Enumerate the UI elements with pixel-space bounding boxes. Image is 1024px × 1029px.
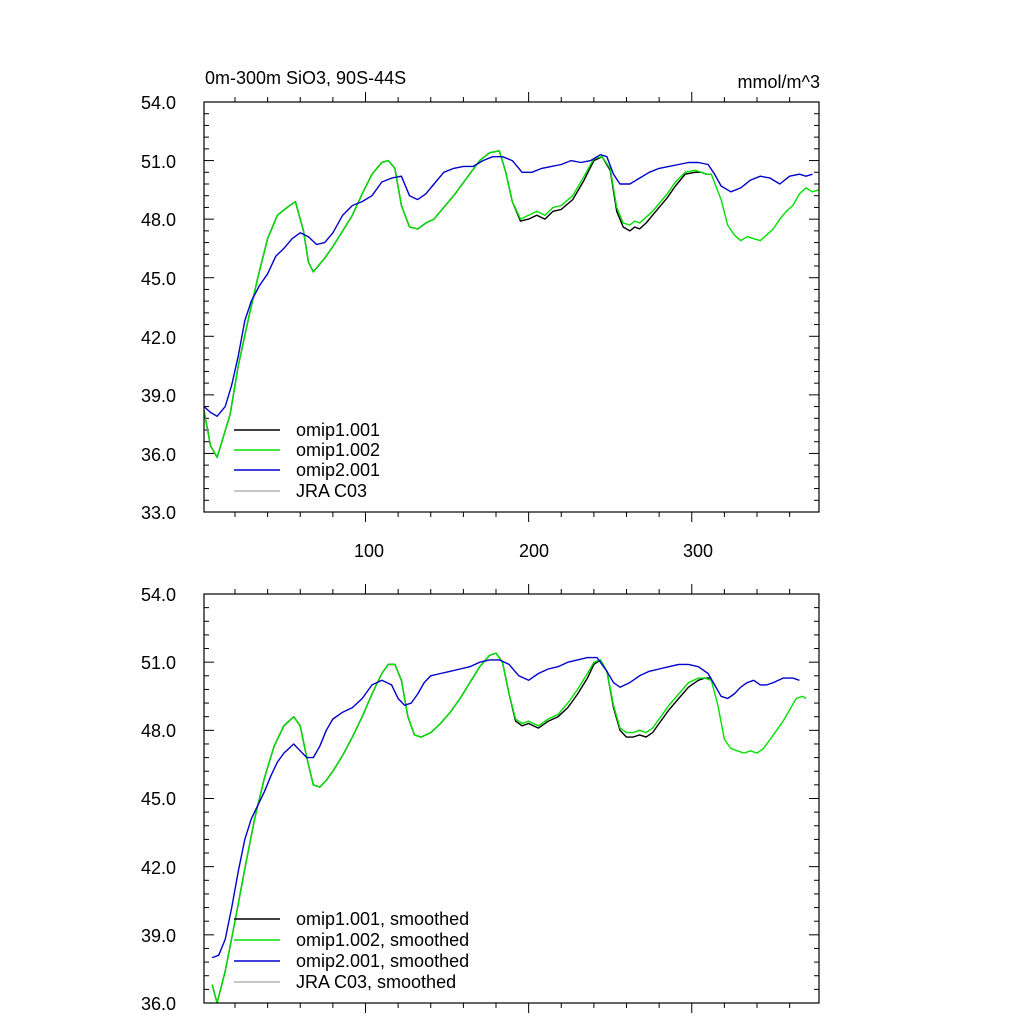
top-y-tick-label: 42.0 xyxy=(141,328,176,348)
legend-label-omip1-002-smoothed: omip1.002, smoothed xyxy=(296,930,469,950)
top-panel-ticks xyxy=(204,92,819,522)
top-panel-y-tick-labels: 54.0 51.0 48.0 45.0 42.0 39.0 36.0 33.0 xyxy=(141,93,176,523)
top-x-tick-label: 300 xyxy=(683,541,713,561)
bottom-y-tick-label: 51.0 xyxy=(141,653,176,673)
bottom-panel-ticks xyxy=(204,584,819,1013)
top-y-tick-label: 39.0 xyxy=(141,386,176,406)
top-y-tick-label: 48.0 xyxy=(141,210,176,230)
bottom-y-tick-label: 39.0 xyxy=(141,926,176,946)
legend-label-omip2-001-smoothed: omip2.001, smoothed xyxy=(296,951,469,971)
top-panel-title: 0m-300m SiO3, 90S-44S xyxy=(205,68,406,88)
series-line-omip1-002-smoothed xyxy=(211,652,807,1004)
top-panel: 0m-300m SiO3, 90S-44S mmol/m^3 54.0 51.0… xyxy=(141,68,820,561)
legend-label-omip2-001: omip2.001 xyxy=(296,460,380,480)
bottom-y-tick-label: 45.0 xyxy=(141,789,176,809)
top-panel-series xyxy=(203,150,820,458)
series-line-omip2-001-smoothed xyxy=(211,656,800,959)
top-panel-x-tick-labels: 100 200 300 xyxy=(354,541,713,561)
top-x-tick-label: 200 xyxy=(519,541,549,561)
legend-label-jra-c03: JRA C03 xyxy=(296,481,367,501)
series-line-omip1-001 xyxy=(203,150,712,458)
top-panel-frame xyxy=(203,101,820,513)
top-y-tick-label: 51.0 xyxy=(141,152,176,172)
bottom-panel-frame xyxy=(203,593,820,1004)
bottom-y-tick-label: 54.0 xyxy=(141,585,176,605)
bottom-panel-series xyxy=(211,652,807,1004)
bottom-y-tick-label: 42.0 xyxy=(141,858,176,878)
bottom-y-tick-label: 48.0 xyxy=(141,721,176,741)
top-y-tick-label: 45.0 xyxy=(141,269,176,289)
top-panel-legend: omip1.001 omip1.002 omip2.001 JRA C03 xyxy=(234,420,380,501)
top-y-tick-label: 54.0 xyxy=(141,93,176,113)
bottom-panel: 54.0 51.0 48.0 45.0 42.0 39.0 36.0 omip1… xyxy=(141,584,820,1014)
bottom-y-tick-label: 36.0 xyxy=(141,994,176,1014)
top-y-tick-label: 33.0 xyxy=(141,503,176,523)
legend-label-omip1-001: omip1.001 xyxy=(296,420,380,440)
top-y-tick-label: 36.0 xyxy=(141,445,176,465)
bottom-panel-y-tick-labels: 54.0 51.0 48.0 45.0 42.0 39.0 36.0 xyxy=(141,585,176,1014)
bottom-panel-legend: omip1.001, smoothed omip1.002, smoothed … xyxy=(234,909,469,992)
top-panel-units: mmol/m^3 xyxy=(738,72,820,92)
legend-label-jra-c03-smoothed: JRA C03, smoothed xyxy=(296,972,456,992)
series-line-omip1-002 xyxy=(203,150,820,458)
legend-label-omip1-001-smoothed: omip1.001, smoothed xyxy=(296,909,469,929)
top-x-tick-label: 100 xyxy=(354,541,384,561)
legend-label-omip1-002: omip1.002 xyxy=(296,440,380,460)
series-line-omip2-001 xyxy=(203,153,813,417)
